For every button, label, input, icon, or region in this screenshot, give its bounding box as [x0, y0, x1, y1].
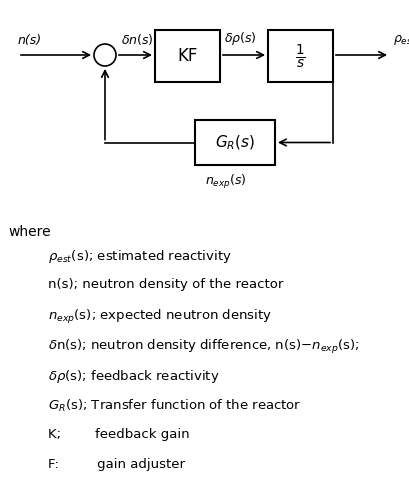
Text: $\delta\rho$(s); feedback reactivity: $\delta\rho$(s); feedback reactivity: [48, 368, 219, 385]
Text: $n_{exp}(s)$: $n_{exp}(s)$: [204, 173, 246, 191]
Text: $\delta$n(s); neutron density difference, n(s)−$n_{exp}$(s);: $\delta$n(s); neutron density difference…: [48, 338, 359, 356]
Text: $G_R(s)$: $G_R(s)$: [214, 134, 254, 152]
Text: $\delta\rho(s)$: $\delta\rho(s)$: [223, 30, 256, 47]
Text: $\frac{1}{s}$: $\frac{1}{s}$: [294, 42, 305, 70]
Text: $\rho_{est}$(s); estimated reactivity: $\rho_{est}$(s); estimated reactivity: [48, 248, 231, 265]
Text: K;        feedback gain: K; feedback gain: [48, 428, 189, 441]
Text: $\delta n(s)$: $\delta n(s)$: [121, 32, 153, 47]
Text: $n_{exp}$(s); expected neutron density: $n_{exp}$(s); expected neutron density: [48, 308, 272, 326]
Text: where: where: [8, 225, 50, 239]
Text: n(s): n(s): [18, 34, 42, 47]
Bar: [267, 30, 332, 82]
Bar: [195, 120, 274, 165]
Text: $\rho_{est}(s)$: $\rho_{est}(s)$: [392, 30, 409, 47]
Text: F:         gain adjuster: F: gain adjuster: [48, 458, 184, 471]
Bar: [155, 30, 220, 82]
Text: n(s); neutron density of the reactor: n(s); neutron density of the reactor: [48, 278, 283, 291]
Text: KF: KF: [177, 47, 197, 65]
Text: $G_R$(s); Transfer function of the reactor: $G_R$(s); Transfer function of the react…: [48, 398, 301, 414]
